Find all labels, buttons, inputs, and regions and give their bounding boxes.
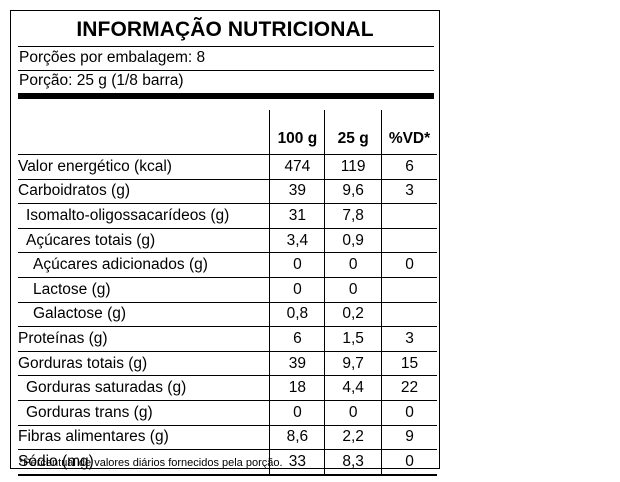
daily-value-percent [381,228,437,254]
serving-size: Porção: 25 g (1/8 barra) [19,72,184,89]
value-per-100g: 0 [269,277,325,303]
servings-divider [18,70,434,71]
header-per-100g: 100 g [269,110,325,155]
table-row: Fibras alimentares (g) 8,6 2,2 9 [18,425,437,451]
value-per-serving: 0,2 [324,302,382,328]
header-nutrient [18,110,270,155]
table-row: Gorduras saturadas (g) 18 4,4 22 [18,375,437,401]
daily-value-percent [381,302,437,328]
table-row: Carboidratos (g) 39 9,6 3 [18,179,437,205]
value-per-100g: 0 [269,252,325,278]
nutrient-name: Lactose (g) [18,277,270,303]
nutrition-table: 100 g 25 g %VD* Valor energético (kcal) 4… [18,110,437,476]
nutrient-name: Gorduras totais (g) [18,351,270,377]
nutrient-name: Gorduras trans (g) [18,400,270,426]
daily-value-percent: 15 [381,351,437,377]
nutrient-name: Carboidratos (g) [18,179,270,205]
table-header-row: 100 g 25 g %VD* [18,110,437,155]
nutrient-name: Sódio (mg) [18,449,270,476]
value-per-100g: 33 [269,449,325,476]
thick-divider [18,93,434,99]
header-per-serving: 25 g [324,110,382,155]
table-row: Proteínas (g) 6 1,5 3 [18,326,437,352]
daily-value-percent: 22 [381,375,437,401]
value-per-100g: 6 [269,326,325,352]
value-per-serving: 9,7 [324,351,382,377]
value-per-100g: 3,4 [269,228,325,254]
table-row: Açúcares adicionados (g) 0 0 0 [18,252,437,278]
daily-value-percent: 9 [381,425,437,451]
table-body: Valor energético (kcal) 474 119 6 Carboidrat… [18,154,437,476]
value-per-serving: 4,4 [324,375,382,401]
value-per-serving: 0 [324,252,382,278]
table-row: Valor energético (kcal) 474 119 6 [18,154,437,180]
header-daily-value: %VD* [381,110,437,155]
value-per-100g: 0 [269,400,325,426]
nutrient-name: Valor energético (kcal) [18,154,270,180]
daily-value-percent: 3 [381,326,437,352]
value-per-serving: 2,2 [324,425,382,451]
nutrient-name: Isomalto-oligossacarídeos (g) [18,203,270,229]
value-per-serving: 7,8 [324,203,382,229]
value-per-serving: 8,3 [324,449,382,476]
table-row: Açúcares totais (g) 3,4 0,9 [18,228,437,254]
table-row: Gorduras trans (g) 0 0 0 [18,400,437,426]
daily-value-percent: 0 [381,449,437,476]
value-per-100g: 18 [269,375,325,401]
value-per-serving: 0 [324,400,382,426]
value-per-100g: 8,6 [269,425,325,451]
daily-value-percent: 0 [381,252,437,278]
nutrition-facts-panel: INFORMAÇÃO NUTRICIONAL Porções por embal… [10,10,440,476]
table-row: Lactose (g) 0 0 [18,277,437,303]
value-per-100g: 31 [269,203,325,229]
daily-value-percent [381,277,437,303]
nutrient-name: Proteínas (g) [18,326,270,352]
daily-value-percent [381,203,437,229]
value-per-serving: 0 [324,277,382,303]
value-per-serving: 1,5 [324,326,382,352]
value-per-serving: 119 [324,154,382,180]
value-per-100g: 474 [269,154,325,180]
value-per-100g: 0,8 [269,302,325,328]
daily-value-percent: 6 [381,154,437,180]
table-row: Galactose (g) 0,8 0,2 [18,302,437,328]
servings-per-package: Porções por embalagem: 8 [19,49,206,66]
nutrient-name: Açúcares totais (g) [18,228,270,254]
value-per-100g: 39 [269,351,325,377]
table-row: Isomalto-oligossacarídeos (g) 31 7,8 [18,203,437,229]
table-row: Gorduras totais (g) 39 9,7 15 [18,351,437,377]
nutrient-name: Fibras alimentares (g) [18,425,270,451]
daily-value-percent: 0 [381,400,437,426]
table-row: Sódio (mg) 33 8,3 0 [18,449,437,476]
nutrient-name: Gorduras saturadas (g) [18,375,270,401]
panel-title: INFORMAÇÃO NUTRICIONAL [76,18,374,41]
title-divider [18,46,434,47]
value-per-serving: 0,9 [324,228,382,254]
footnote: *Percentual de valores diários fornecido… [19,457,283,469]
value-per-100g: 39 [269,179,325,205]
nutrient-name: Açúcares adicionados (g) [18,252,270,278]
value-per-serving: 9,6 [324,179,382,205]
daily-value-percent: 3 [381,179,437,205]
nutrient-name: Galactose (g) [18,302,270,328]
